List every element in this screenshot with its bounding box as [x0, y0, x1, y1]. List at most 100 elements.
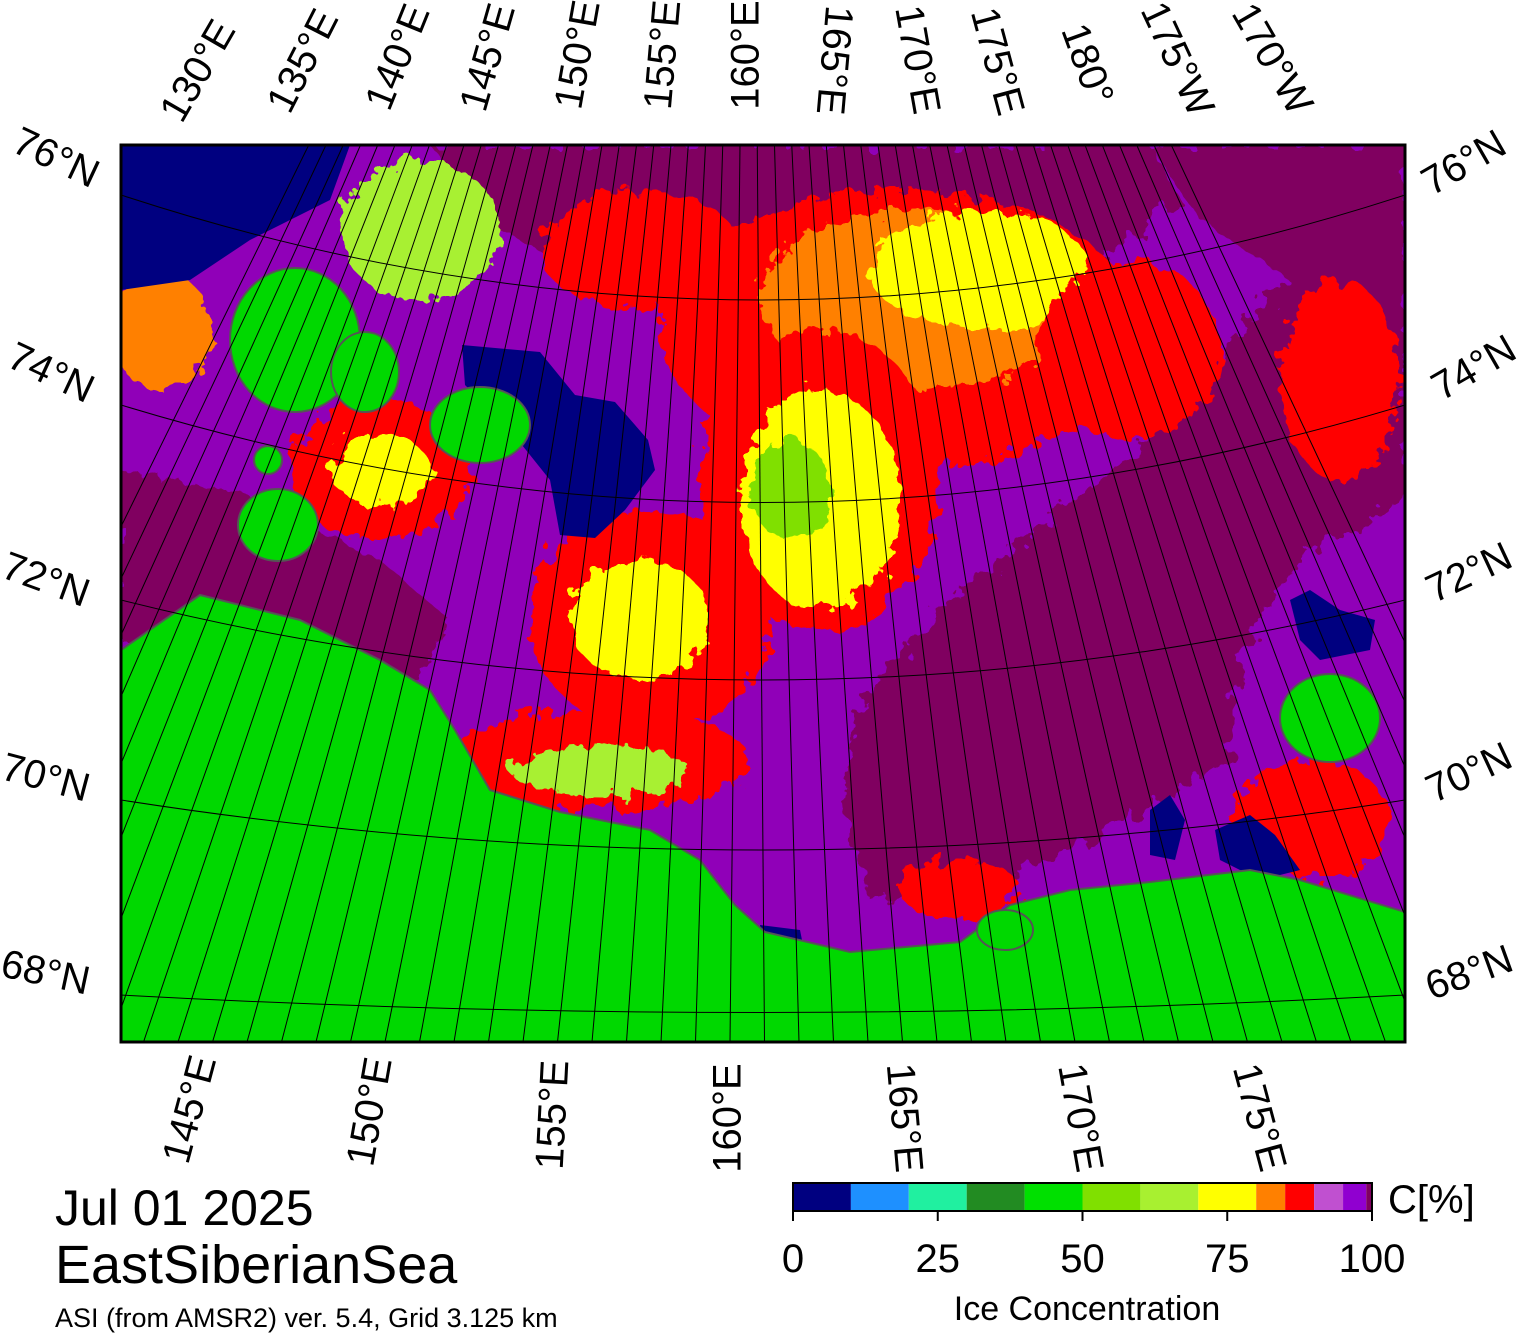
meridian: [660, 145, 706, 1042]
lon-label: 165°E: [878, 1061, 931, 1174]
meridian: [121, 145, 396, 839]
colorbar-segment: [850, 1183, 909, 1211]
colorbar-segment: [1314, 1183, 1344, 1211]
colorbar-segment: [1343, 1183, 1367, 1211]
land: [121, 267, 1405, 1042]
meridian: [626, 145, 689, 1042]
lon-label: 170°E: [1049, 1060, 1111, 1175]
lat-label: 68°N: [0, 942, 94, 1004]
lat-label: 72°N: [1419, 534, 1519, 612]
lon-label: 175°E: [1224, 1059, 1295, 1176]
meridian: [756, 145, 765, 1042]
meridian: [557, 145, 655, 1042]
lon-label: 160°E: [706, 1063, 750, 1172]
lat-label: 74°N: [1, 334, 101, 412]
meridian: [419, 145, 586, 1042]
colorbar-segment: [908, 1183, 967, 1211]
meridian: [246, 145, 499, 1042]
colorbar-tick-label: 25: [916, 1237, 961, 1281]
meridian: [121, 145, 413, 920]
source: ASI (from AMSR2) ver. 5.4, Grid 3.125 km: [55, 1303, 558, 1333]
lon-label: 135°E: [258, 2, 347, 119]
map-frame: [119, 143, 1407, 1044]
colorbar: 0 25 50 75 100: [782, 1182, 1406, 1281]
lon-label: 145°E: [154, 1051, 225, 1168]
lon-label: 155°E: [636, 0, 689, 111]
meridian: [946, 145, 1145, 1042]
lon-label: 155°E: [528, 1059, 578, 1171]
lon-label: 180°: [1052, 18, 1122, 111]
lon-label: 170°E: [886, 2, 948, 117]
meridian: [591, 145, 672, 1042]
colorbar-segment: [1198, 1183, 1257, 1211]
lon-label: 150°E: [338, 1054, 400, 1169]
meridian: [121, 145, 430, 1010]
meridian: [121, 145, 310, 528]
date: Jul 01 2025: [55, 1180, 314, 1236]
meridian: [860, 145, 972, 1042]
lon-label: 130°E: [151, 12, 244, 129]
meridian: [825, 145, 903, 1042]
lon-label: 140°E: [357, 0, 439, 116]
meridian: [350, 145, 551, 1042]
meridian: [1136, 145, 1405, 769]
region: EastSiberianSea: [55, 1235, 458, 1295]
meridian: [121, 145, 361, 698]
lat-label: 76°N: [6, 119, 106, 197]
meridian: [1050, 145, 1352, 1042]
meridian: [1101, 145, 1405, 918]
graticule: [121, 145, 1405, 1042]
meridian: [212, 145, 482, 1042]
lon-label: 170°W: [1223, 0, 1321, 122]
meridian: [1170, 145, 1405, 644]
longitude-labels-top: 130°E 135°E 140°E 145°E 150°E 155°E 160°…: [151, 0, 1321, 129]
meridian: [729, 145, 741, 1042]
colorbar-unit: C[%]: [1388, 1178, 1475, 1222]
meridian: [121, 145, 327, 580]
colorbar-title: Ice Concentration: [954, 1290, 1221, 1328]
colorbar-tick-label: 0: [782, 1237, 804, 1281]
meridian: [877, 145, 1007, 1042]
meridian: [695, 145, 724, 1042]
colorbar-segment: [1024, 1183, 1083, 1211]
lat-label: 68°N: [1420, 937, 1519, 1009]
meridian: [315, 145, 534, 1042]
latitude-labels-left: 76°N 74°N 72°N 70°N 68°N: [0, 119, 106, 1003]
colorbar-segment: [1366, 1183, 1372, 1211]
lon-label: 165°E: [808, 4, 861, 117]
meridian: [981, 145, 1214, 1042]
colorbar-segment: [1082, 1183, 1141, 1211]
lon-label: 145°E: [451, 0, 523, 116]
meridian: [963, 145, 1179, 1042]
colorbar-tick-label: 100: [1339, 1237, 1406, 1281]
lon-label: 175°E: [962, 3, 1033, 120]
meridian: [1032, 145, 1317, 1042]
meridian: [522, 145, 637, 1042]
meridian: [929, 145, 1110, 1042]
lat-label: 76°N: [1414, 121, 1513, 204]
map: [121, 145, 1405, 1042]
lon-label: 150°E: [546, 0, 608, 112]
colorbar-segment: [1140, 1183, 1199, 1211]
meridian: [1084, 145, 1405, 1004]
meridian: [1153, 145, 1405, 704]
lat-label: 70°N: [1419, 734, 1519, 812]
meridian: [843, 145, 938, 1042]
longitude-labels-bottom: 145°E 150°E 155°E 160°E 165°E 170°E 175°…: [154, 1051, 1295, 1176]
meridian: [488, 145, 620, 1042]
meridian: [912, 145, 1076, 1042]
meridian: [281, 145, 517, 1042]
colorbar-tick-label: 50: [1060, 1237, 1105, 1281]
colorbar-segment: [1285, 1183, 1315, 1211]
lat-label: 70°N: [0, 745, 94, 811]
meridian: [1015, 145, 1283, 1042]
lon-label: 175°W: [1132, 0, 1223, 123]
lat-label: 72°N: [0, 544, 95, 616]
meridian: [121, 145, 379, 765]
latitude-labels-right: 76°N 74°N 72°N 70°N 68°N: [1414, 121, 1523, 1008]
meridian: [791, 145, 834, 1042]
meridian: [143, 145, 448, 1042]
colorbar-segment: [966, 1183, 1025, 1211]
meridian: [1119, 145, 1405, 840]
